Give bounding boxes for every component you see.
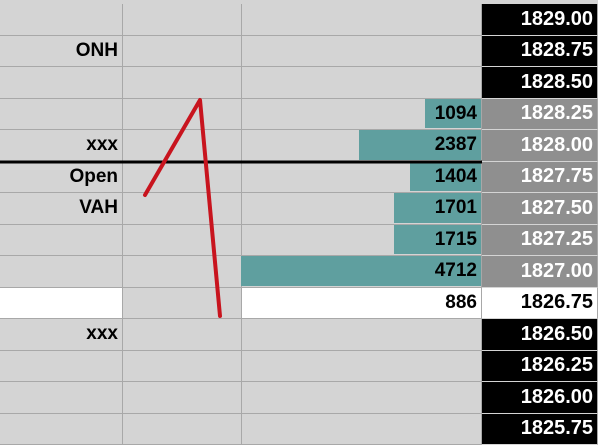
- volume-bar: [359, 130, 481, 160]
- price-cell: 1826.25: [482, 350, 598, 382]
- empty-cell: [123, 287, 242, 319]
- label-cell: [0, 287, 123, 319]
- label-cell: [0, 67, 123, 99]
- label-cell: [0, 382, 123, 414]
- volume-cell: 4712: [241, 256, 482, 288]
- empty-cell: [123, 319, 242, 351]
- price-cell: 1828.25: [482, 98, 598, 130]
- volume-bar: [241, 256, 481, 286]
- price-cell: 1827.00: [482, 256, 598, 288]
- volume-cell: 1094: [242, 98, 482, 130]
- volume-cell: 1404: [242, 161, 482, 193]
- volume-cell: 1701: [242, 193, 482, 225]
- volume-cell: [242, 4, 482, 36]
- empty-cell: [123, 413, 242, 445]
- volume-cell: [242, 319, 482, 351]
- volume-cell: 886: [242, 287, 482, 319]
- empty-cell: [123, 161, 242, 193]
- price-cell: 1826.00: [482, 382, 598, 414]
- volume: 1701: [434, 197, 477, 219]
- empty-cell: [123, 4, 242, 36]
- price-cell: 1826.50: [482, 319, 598, 351]
- empty-cell: [123, 350, 242, 382]
- price-cell: 1827.25: [482, 224, 598, 256]
- volume-bar: [409, 161, 481, 191]
- volume-cell: [242, 413, 482, 445]
- empty-cell: [123, 193, 242, 225]
- empty-cell: [123, 98, 242, 130]
- label-cell: [0, 98, 123, 130]
- label-cell: [0, 413, 123, 445]
- volume-bar: [425, 98, 481, 128]
- label-cell: xxx: [0, 319, 123, 351]
- volume: 4712: [434, 260, 477, 282]
- price-cell: 1828.50: [482, 67, 598, 99]
- volume-cell: 2387: [242, 130, 482, 162]
- price-cell: 1829.00: [482, 4, 598, 36]
- price-cell: 1827.75: [482, 161, 598, 193]
- empty-cell: [123, 130, 242, 162]
- volume-bar: [393, 224, 481, 254]
- volume-cell: [242, 382, 482, 414]
- empty-cell: [123, 382, 242, 414]
- volume-cell: 1715: [242, 224, 482, 256]
- price-cell: 1828.75: [482, 35, 598, 67]
- label-cell: xxx: [0, 130, 123, 162]
- volume: 1094: [434, 102, 477, 124]
- label-cell: [0, 256, 123, 288]
- label-cell: VAH: [0, 193, 123, 225]
- label-cell: Open: [0, 161, 123, 193]
- label-cell: [0, 4, 123, 36]
- label-cell: [0, 350, 123, 382]
- empty-cell: [123, 256, 242, 288]
- price-cell: 1827.50: [482, 193, 598, 225]
- volume-cell: [242, 35, 482, 67]
- volume: 1715: [434, 228, 477, 250]
- price-cell: 1826.75: [482, 287, 598, 319]
- label-cell: ONH: [0, 35, 123, 67]
- volume: 1404: [434, 165, 477, 187]
- volume-cell: [242, 350, 482, 382]
- volume-cell: [242, 67, 482, 99]
- volume-bar: [394, 193, 481, 223]
- price-cell: 1825.75: [482, 413, 598, 445]
- empty-cell: [123, 35, 242, 67]
- volume: 886: [445, 291, 477, 313]
- empty-cell: [123, 224, 242, 256]
- empty-cell: [123, 67, 242, 99]
- label-cell: [0, 224, 123, 256]
- volume: 2387: [434, 134, 477, 156]
- price-cell: 1828.00: [482, 130, 598, 162]
